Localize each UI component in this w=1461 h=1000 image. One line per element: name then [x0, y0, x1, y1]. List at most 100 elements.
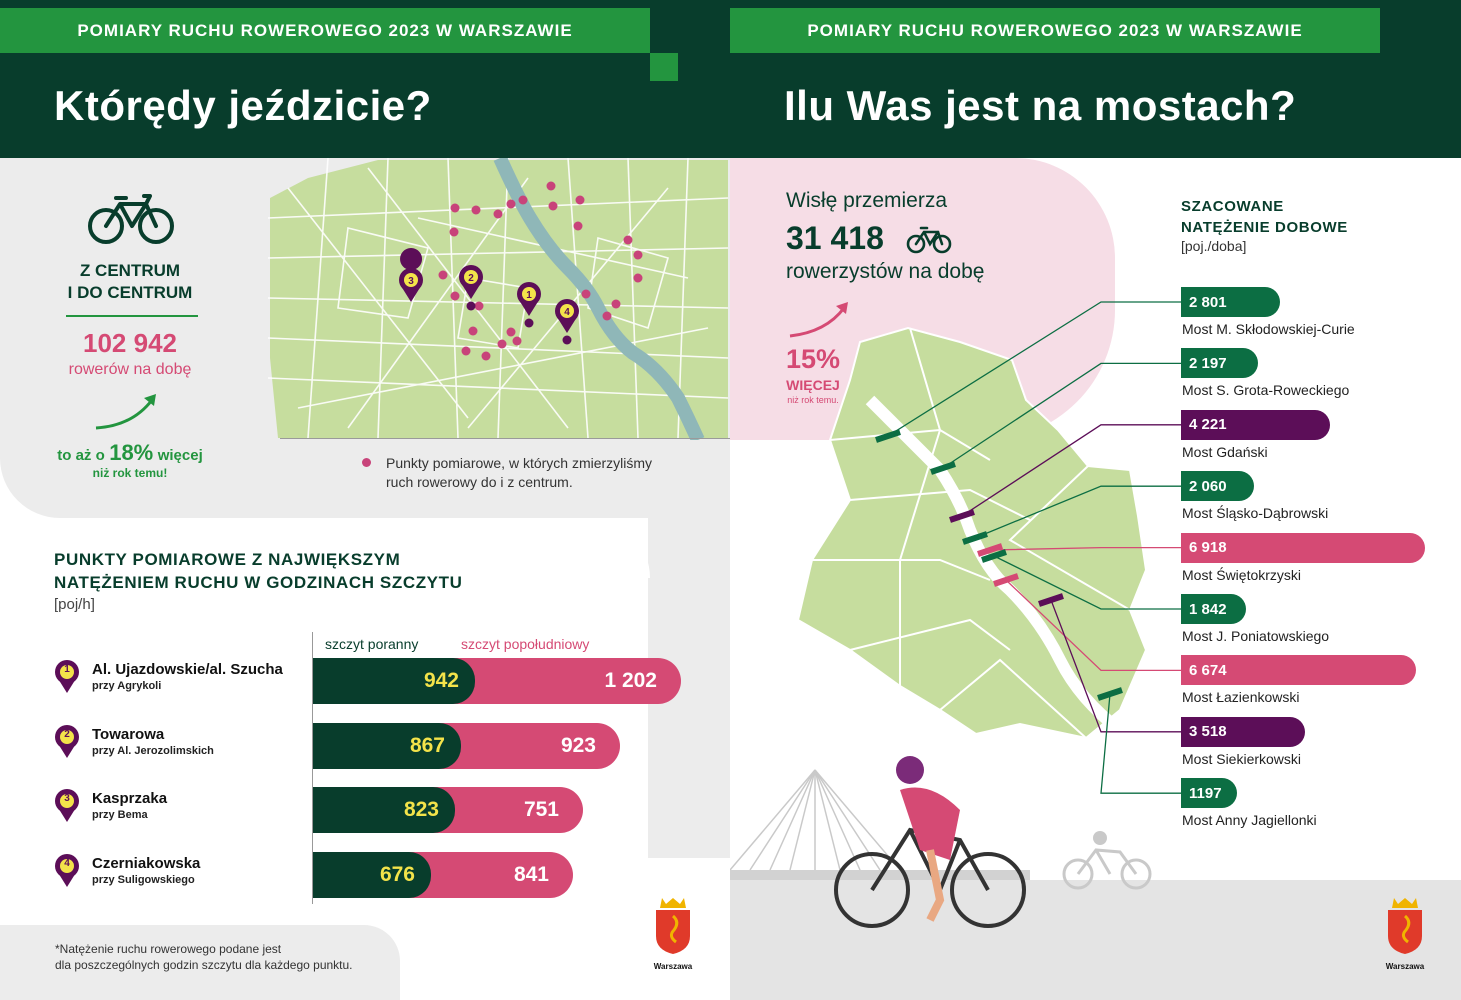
vistula-prefix: Wisłę przemierza	[786, 189, 948, 212]
bridge-bar: 2 801	[1181, 287, 1280, 317]
vistula-unit: rowerzystów na dobę	[786, 260, 985, 283]
footnote: *Natężenie ruchu rowerowego podane jest …	[55, 941, 353, 973]
more-prefix: to aż o	[57, 447, 105, 464]
rank-number: 3	[64, 793, 70, 804]
est-title: SZACOWANE NATĘŻENIE DOBOWE	[1181, 196, 1348, 238]
leader-line	[1050, 599, 1181, 733]
morning-bar: 823	[313, 787, 455, 833]
point-sub: przy Bema	[92, 809, 148, 821]
leader-line	[993, 555, 1181, 610]
more-pct: 18%	[109, 440, 154, 465]
bridge-marker	[949, 509, 975, 523]
est-title-line2: NATĘŻENIE DOBOWE	[1181, 219, 1348, 236]
section-title-line2: NATĘŻENIEM RUCHU W GODZINACH SZCZYTU	[54, 573, 463, 592]
bridge-name: Most Anny Jagiellonki	[1182, 812, 1317, 829]
left-title: Którędy jeździcie?	[54, 82, 432, 129]
rank-pin-icon	[54, 853, 80, 889]
leader-line	[1005, 579, 1181, 672]
point-name: Al. Ujazdowskie/al. Szucha	[92, 661, 283, 678]
legend-dot	[362, 458, 371, 467]
bridge-marker	[981, 549, 1007, 563]
svg-text:4: 4	[564, 307, 570, 318]
footnote-line1: *Natężenie ruchu rowerowego podane jest	[55, 942, 282, 956]
centre-label: Z CENTRUM I DO CENTRUM	[40, 260, 220, 304]
footnote-box	[0, 925, 400, 1000]
est-title-line1: SZACOWANE	[1181, 198, 1284, 215]
bike-icon	[88, 190, 176, 246]
footnote-line2: dla poszczególnych godzin szczytu dla ka…	[55, 958, 353, 972]
bridge-marker	[1097, 687, 1123, 701]
growth-sub: niż rok temu.	[787, 395, 839, 405]
bridge-name: Most Siekierkowski	[1182, 750, 1302, 767]
rank-pin-icon	[54, 788, 80, 824]
bridge-name: Most Łazienkowski	[1182, 689, 1300, 706]
rank-number: 4	[64, 857, 70, 869]
centre-more: to aż o 18% więcej	[30, 440, 230, 466]
point-sub: przy Suligowskiego	[92, 873, 195, 886]
map-legend-line1: Punkty pomiarowe, w których zmierzyliśmy	[386, 455, 653, 471]
map-baseline	[280, 438, 730, 439]
centre-line1: Z CENTRUM	[79, 261, 181, 280]
legend-morning: szczyt poranny	[325, 636, 419, 652]
header-square	[650, 53, 678, 81]
bridge-marker	[993, 573, 1019, 587]
leader-line	[942, 362, 1181, 469]
bridge-name: Most S. Grota-Roweckiego	[1182, 382, 1350, 399]
map-legend: Punkty pomiarowe, w których zmierzyliśmy…	[386, 454, 652, 492]
logo-text-left: Warszawa	[653, 962, 693, 971]
growth-word: WIĘCEJ	[786, 377, 840, 393]
bridge-name: Most J. Poniatowskiego	[1182, 628, 1330, 644]
rank-number: 1	[64, 664, 70, 675]
leader-line	[961, 424, 1181, 517]
svg-text:2: 2	[468, 273, 474, 284]
centre-divider	[66, 315, 198, 317]
right-header-band: POMIARY RUCHU ROWEROWEGO 2023 W WARSZAWI…	[730, 8, 1380, 53]
bridge-bar: 2 197	[1181, 348, 1259, 379]
morning-bar: 676	[313, 851, 431, 898]
centre-unit: rowerów na dobę	[68, 361, 192, 378]
section-title: PUNKTY POMIAROWE Z NAJWIĘKSZYM NATĘŻENIE…	[54, 548, 462, 594]
section-unit: [poj/h]	[54, 596, 95, 613]
point-name: Towarowa	[92, 725, 165, 743]
bridge-name: Most Świętokrzyski	[1182, 566, 1302, 583]
point-name: Czerniakowska	[92, 854, 201, 872]
leader-lines	[875, 301, 1181, 794]
growth-pct: 15%	[785, 344, 841, 374]
bridge-marker	[930, 461, 956, 475]
logo-text-right: Warszawa	[1385, 962, 1425, 971]
up-arrow-icon	[92, 392, 162, 432]
morning-bar: 942	[313, 658, 475, 704]
leader-line	[974, 485, 1181, 539]
bridge-bar: 6 918	[1181, 532, 1425, 563]
right-title: Ilu Was jest na mostach?	[784, 82, 1297, 129]
rank-pin-icon	[54, 659, 80, 695]
bridge-bar: 6 674	[1181, 655, 1417, 686]
small-cyclist	[1060, 830, 1155, 890]
leader-line	[887, 301, 1181, 437]
more-suffix: więcej	[157, 447, 203, 464]
bridge-marker	[962, 531, 988, 545]
bridge-name: Most Gdański	[1182, 443, 1268, 460]
centre-count: 102 942	[83, 328, 177, 358]
point-sub: przy Al. Jerozolimskich	[92, 744, 214, 757]
morning-bar: 867	[313, 722, 461, 769]
est-unit: [poj./doba]	[1181, 238, 1247, 254]
svg-text:3: 3	[408, 276, 414, 287]
map-legend-line2: ruch rowerowy do i z centrum.	[386, 474, 573, 490]
district-map	[790, 320, 1150, 740]
rank-pin-icon	[54, 724, 80, 760]
bridge-bar: 2 060	[1181, 471, 1254, 502]
svg-text:1: 1	[526, 290, 532, 301]
point-name: Kasprzaka	[92, 790, 168, 807]
city-map: 3 2 1 4	[267, 155, 730, 443]
bridge-bar: 1197	[1181, 778, 1237, 809]
more-sub: niż rok temu!	[92, 466, 168, 480]
bridge-bar: 3 518	[1181, 716, 1306, 747]
bridge-bar: 1 842	[1181, 594, 1246, 624]
bridge-marker	[1038, 593, 1064, 607]
road-band	[730, 880, 1461, 1000]
leader-line	[989, 546, 1181, 551]
leader-line	[1100, 693, 1181, 794]
section-title-line1: PUNKTY POMIAROWE Z NAJWIĘKSZYM	[54, 550, 401, 569]
warsaw-logo-right	[1384, 896, 1426, 956]
